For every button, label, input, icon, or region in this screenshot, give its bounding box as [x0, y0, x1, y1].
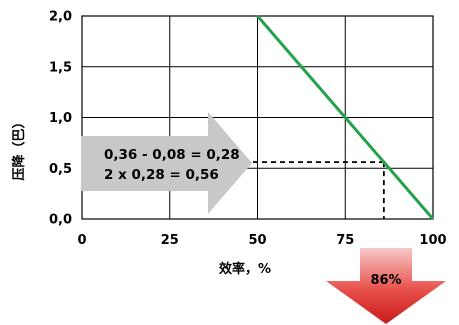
x-tick-label-0: 0	[77, 233, 86, 248]
series-line-0	[256, 15, 435, 220]
y-tick-label-2: 1,0	[49, 111, 72, 126]
calculation-arrow	[81, 112, 252, 214]
y-tick-label-0: 0,0	[49, 213, 72, 228]
series-layer	[256, 15, 435, 220]
y-tick-label-1: 0,5	[49, 162, 72, 177]
x-tick-label-1: 25	[161, 233, 179, 248]
plot-border	[81, 15, 434, 220]
calculation-line-1: 0,36 - 0,08 = 0,28	[104, 147, 240, 163]
result-arrow	[326, 248, 446, 324]
plot-frame	[81, 15, 434, 220]
x-tick-label-2: 50	[248, 233, 266, 248]
x-tick-label-4: 100	[419, 233, 446, 248]
calculation-line-2: 2 x 0,28 = 0,56	[104, 167, 219, 183]
x-axis-title: 效率，%	[219, 261, 271, 277]
y-tick-labels: 0,0 0,5 1,0 1,5 2,0	[49, 10, 72, 228]
reference-lines	[82, 161, 385, 219]
y-tick-label-3: 1,5	[49, 60, 72, 75]
y-axis-title: 压降（巴）	[11, 115, 27, 180]
result-label: 86%	[370, 273, 401, 288]
x-tick-labels: 0 25 50 75 100	[77, 233, 446, 248]
x-tick-label-3: 75	[336, 233, 354, 248]
y-tick-label-4: 2,0	[49, 10, 72, 25]
